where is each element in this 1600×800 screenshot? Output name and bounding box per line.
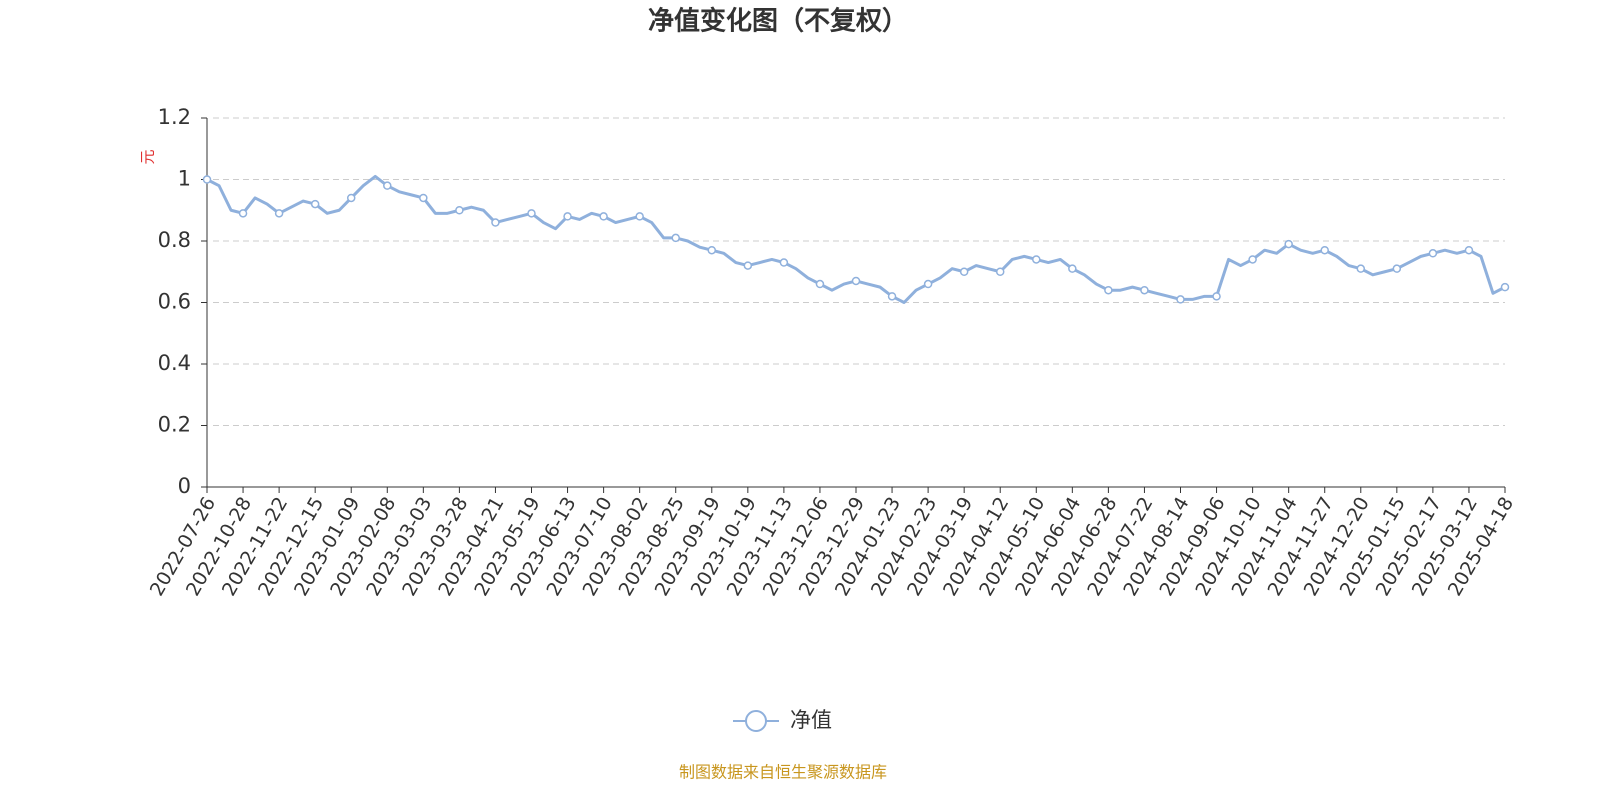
point xyxy=(419,193,428,203)
point xyxy=(310,199,320,209)
y-tick-label: 0 xyxy=(178,474,191,498)
y-axis-label: 元 xyxy=(139,149,157,164)
point xyxy=(1032,255,1041,264)
y-tick-label: 0.6 xyxy=(158,290,191,314)
point xyxy=(1428,249,1438,258)
point xyxy=(1212,292,1221,301)
y-tick-label: 0.4 xyxy=(158,351,191,375)
point xyxy=(1140,285,1149,295)
point xyxy=(779,258,789,267)
point xyxy=(1500,282,1510,292)
point xyxy=(635,212,644,221)
point xyxy=(202,175,212,184)
point xyxy=(743,261,753,270)
point xyxy=(1068,264,1077,273)
point xyxy=(1176,295,1185,304)
legend-marker xyxy=(745,710,767,732)
y-tick-label: 1 xyxy=(178,167,191,191)
point xyxy=(346,193,356,203)
y-tick-label: 0.2 xyxy=(158,413,191,437)
point xyxy=(923,279,933,289)
point xyxy=(527,209,536,218)
legend-label: 净值 xyxy=(790,708,832,732)
point xyxy=(959,267,969,276)
point xyxy=(707,245,717,255)
point xyxy=(1392,264,1402,273)
point xyxy=(563,212,572,221)
point xyxy=(995,267,1005,276)
point xyxy=(491,218,500,227)
point xyxy=(238,209,248,218)
point xyxy=(455,206,464,215)
point xyxy=(1248,255,1257,264)
point xyxy=(887,292,897,301)
point xyxy=(599,212,608,221)
point xyxy=(1464,245,1474,255)
y-tick-label: 1.2 xyxy=(158,105,191,129)
y-tick-label: 0.8 xyxy=(158,228,191,252)
point xyxy=(1284,239,1293,249)
point xyxy=(274,209,284,218)
point xyxy=(1356,264,1366,273)
point xyxy=(815,279,825,289)
point xyxy=(383,181,392,190)
chart-title: 净值变化图（不复权） xyxy=(648,6,908,37)
point xyxy=(1320,245,1329,255)
point xyxy=(671,233,680,243)
point xyxy=(851,276,861,286)
source-note: 制图数据来自恒生聚源数据库 xyxy=(679,763,887,782)
point xyxy=(1104,285,1113,295)
